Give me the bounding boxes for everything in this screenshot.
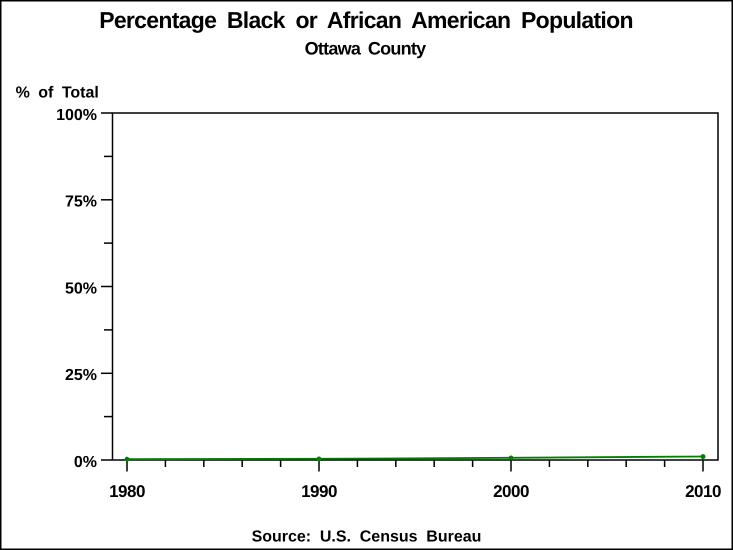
svg-text:0%: 0% (74, 454, 97, 471)
svg-text:Percentage Black or African Am: Percentage Black or African American Pop… (99, 7, 633, 33)
svg-text:1980: 1980 (109, 482, 145, 501)
svg-text:2000: 2000 (493, 482, 529, 501)
svg-text:25%: 25% (65, 367, 97, 384)
svg-text:50%: 50% (65, 280, 97, 297)
svg-text:1990: 1990 (301, 482, 337, 501)
svg-text:Ottawa County: Ottawa County (305, 39, 426, 59)
svg-text:Source: U.S. Census Bureau: Source: U.S. Census Bureau (252, 529, 482, 546)
svg-text:2010: 2010 (685, 482, 721, 501)
svg-text:75%: 75% (65, 194, 97, 211)
svg-text:% of Total: % of Total (16, 85, 99, 102)
svg-text:100%: 100% (56, 107, 97, 124)
